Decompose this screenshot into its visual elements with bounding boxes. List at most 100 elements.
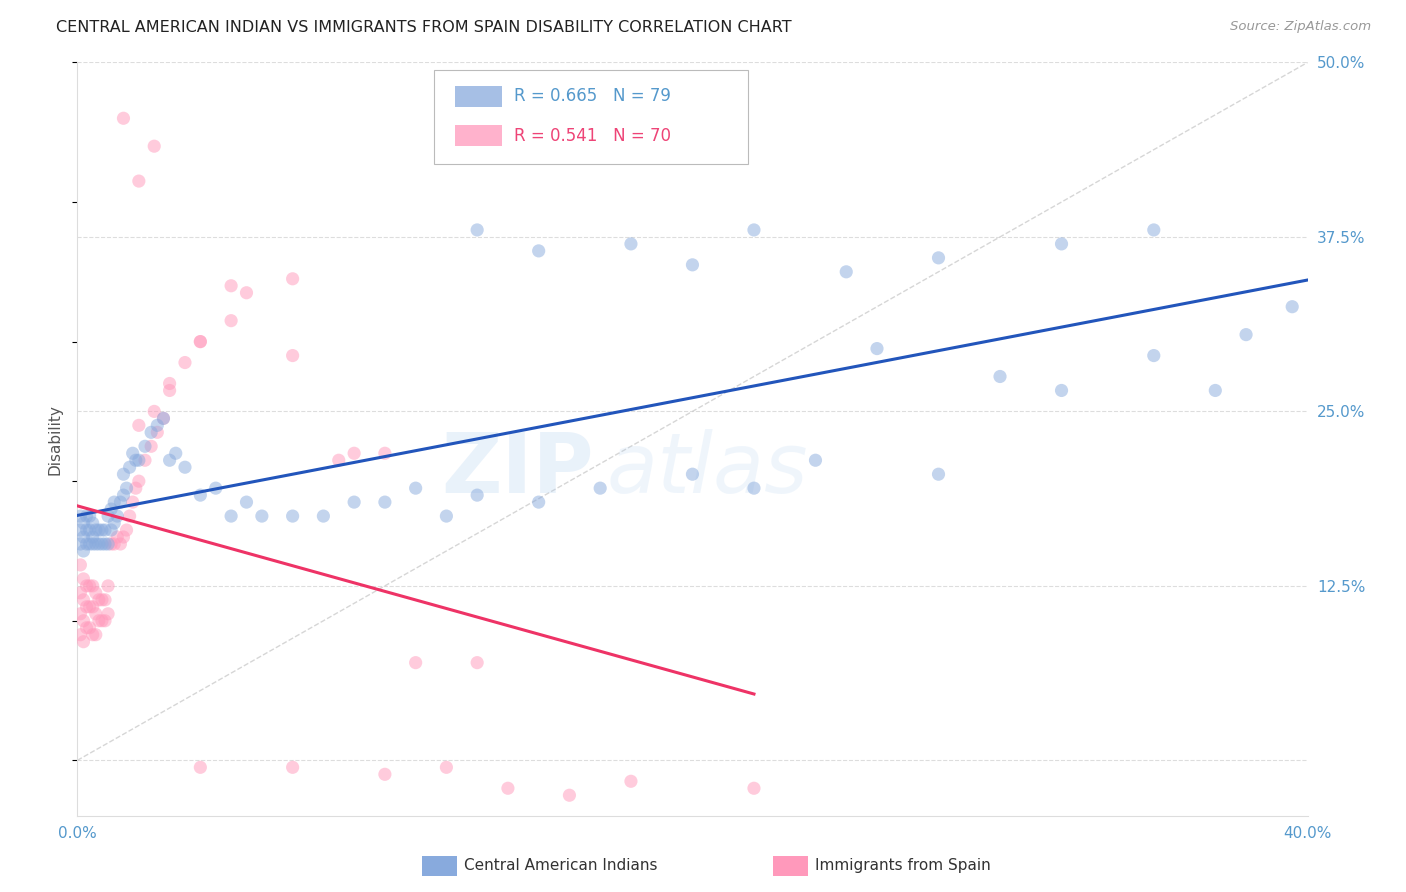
Point [97, 607, 120, 621]
Point [90, 614, 114, 628]
Point [405, 481, 427, 495]
Point [219, 509, 242, 524]
Point [188, 760, 212, 774]
Point [174, 355, 197, 369]
Point [1143, 349, 1166, 363]
Point [312, 509, 335, 524]
Point [76, 599, 98, 614]
Point [188, 334, 212, 349]
Point [219, 278, 242, 293]
Point [188, 334, 212, 349]
Point [103, 537, 125, 551]
Point [94, 523, 117, 537]
Point [82, 516, 104, 530]
Point [79, 579, 101, 593]
Point [134, 439, 156, 453]
Point [121, 446, 143, 460]
Point [146, 425, 169, 440]
Point [82, 599, 104, 614]
Point [988, 369, 1011, 384]
Point [79, 621, 101, 635]
Point [69, 628, 91, 642]
Text: ZIP: ZIP [441, 429, 595, 510]
Point [465, 656, 488, 670]
Point [100, 537, 122, 551]
Text: atlas: atlas [606, 429, 808, 510]
FancyBboxPatch shape [456, 86, 502, 107]
Point [374, 446, 396, 460]
FancyBboxPatch shape [434, 70, 748, 164]
Point [128, 174, 150, 188]
Point [159, 384, 181, 398]
Point [436, 760, 458, 774]
Point [97, 509, 120, 524]
Point [84, 523, 107, 537]
Point [84, 537, 107, 551]
Y-axis label: Disability: Disability [46, 404, 62, 475]
Text: R = 0.665   N = 79: R = 0.665 N = 79 [515, 87, 671, 105]
Point [128, 453, 150, 467]
Point [87, 614, 110, 628]
Point [94, 592, 117, 607]
Text: Central American Indians: Central American Indians [464, 858, 658, 872]
Point [72, 544, 94, 558]
Point [165, 446, 187, 460]
Point [76, 537, 98, 551]
Point [110, 537, 132, 551]
Point [82, 537, 104, 551]
Point [94, 614, 117, 628]
Point [152, 411, 174, 425]
Point [143, 139, 166, 153]
Point [84, 586, 107, 600]
Point [82, 530, 104, 544]
Point [118, 460, 141, 475]
Point [103, 495, 125, 509]
Point [496, 781, 519, 796]
Point [928, 251, 950, 265]
Point [281, 349, 304, 363]
Point [1050, 384, 1073, 398]
Point [328, 453, 350, 467]
Point [1234, 327, 1257, 342]
Point [76, 579, 98, 593]
Point [128, 474, 150, 488]
Point [343, 495, 366, 509]
Point [69, 558, 91, 572]
Point [682, 258, 704, 272]
FancyBboxPatch shape [456, 125, 502, 146]
Point [87, 537, 110, 551]
Point [112, 467, 135, 482]
Point [374, 495, 396, 509]
Point [121, 495, 143, 509]
Point [141, 425, 163, 440]
Point [742, 781, 765, 796]
Point [69, 537, 91, 551]
Point [405, 656, 427, 670]
Point [146, 418, 169, 433]
Point [188, 488, 212, 502]
Point [115, 523, 138, 537]
Point [72, 572, 94, 586]
Point [105, 530, 128, 544]
Text: Source: ZipAtlas.com: Source: ZipAtlas.com [1230, 20, 1371, 33]
Point [105, 509, 128, 524]
Point [281, 760, 304, 774]
Point [143, 404, 166, 418]
Point [527, 495, 550, 509]
Text: Immigrants from Spain: Immigrants from Spain [815, 858, 991, 872]
Point [69, 607, 91, 621]
Point [465, 488, 488, 502]
Point [343, 446, 366, 460]
Point [1281, 300, 1303, 314]
Point [90, 523, 114, 537]
Point [465, 223, 488, 237]
Point [72, 530, 94, 544]
Point [97, 579, 120, 593]
Point [134, 453, 156, 467]
Point [87, 523, 110, 537]
Point [125, 481, 148, 495]
Point [90, 537, 114, 551]
Text: CENTRAL AMERICAN INDIAN VS IMMIGRANTS FROM SPAIN DISABILITY CORRELATION CHART: CENTRAL AMERICAN INDIAN VS IMMIGRANTS FR… [56, 20, 792, 35]
Point [235, 495, 257, 509]
Point [235, 285, 257, 300]
